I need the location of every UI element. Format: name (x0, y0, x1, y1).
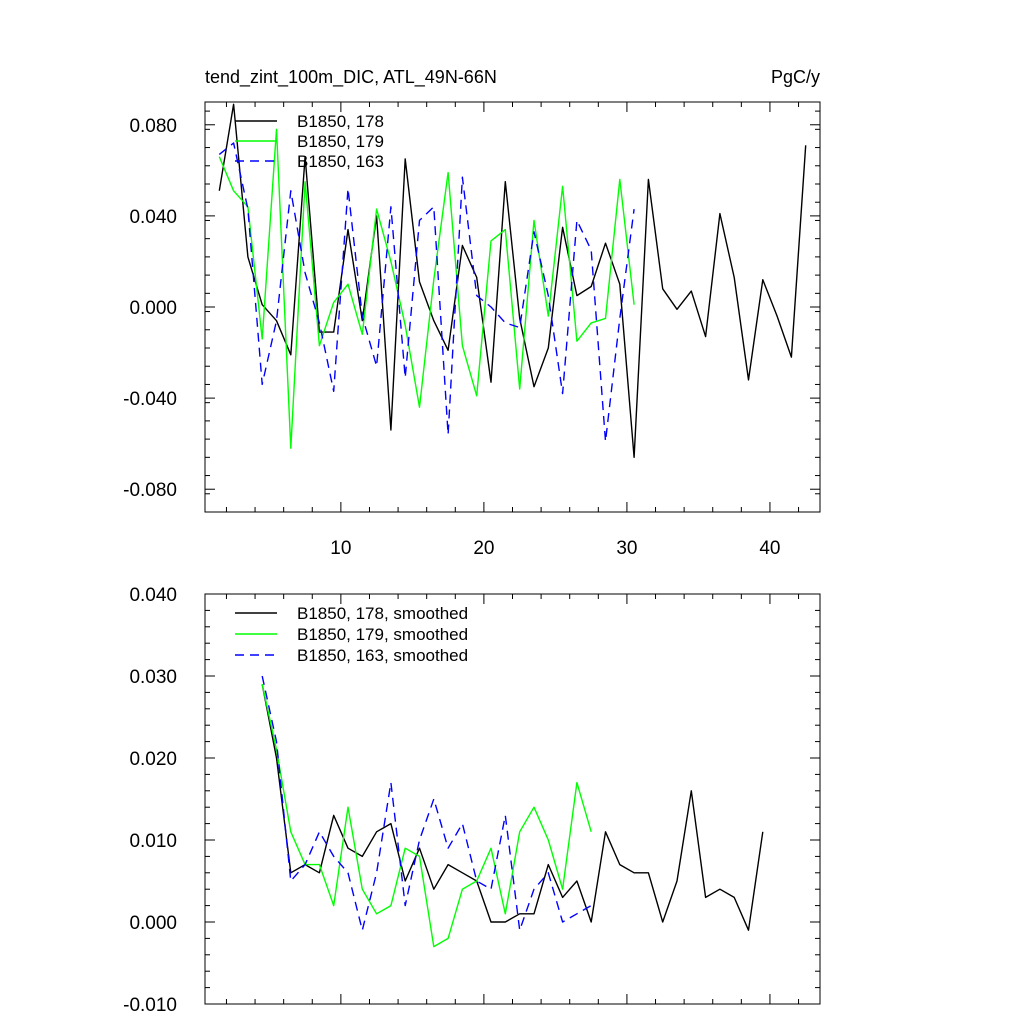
legend-label: B1850, 178 (297, 112, 384, 131)
top-axis-ticks: -0.080 -0.040 0.000 0.040 0.080 10 20 30 40 (123, 102, 820, 559)
y-tick-label: 0.010 (129, 831, 177, 852)
y-tick-label: 0.000 (129, 913, 177, 934)
y-tick-label: 0.080 (129, 116, 177, 137)
bottom-panel: -0.010 0.000 0.010 0.020 0.030 0.040 B1850, 1… (123, 585, 821, 1016)
x-tick-label: 10 (330, 538, 351, 559)
x-tick-label: 30 (616, 538, 637, 559)
y-tick-label: 0.030 (129, 667, 177, 688)
legend-label: B1850, 163 (297, 152, 384, 171)
legend-label: B1850, 178, smoothed (297, 604, 468, 623)
y-tick-label: 0.000 (129, 298, 177, 319)
legend-label: B1850, 179 (297, 132, 384, 151)
chart-title: tend_zint_100m_DIC, ATL_49N-66N (205, 67, 497, 88)
bottom-legend: B1850, 178, smoothed B1850, 179, smoothed… (235, 604, 468, 665)
series-line-1 (261, 684, 764, 931)
top-panel: tend_zint_100m_DIC, ATL_49N-66N PgC/y -0… (123, 67, 821, 559)
y-tick-label: 0.040 (129, 207, 177, 228)
bottom-axis-ticks: -0.010 0.000 0.010 0.020 0.030 0.040 (123, 585, 820, 1016)
x-tick-label: 40 (759, 538, 780, 559)
top-series-group (218, 103, 807, 458)
x-tick-label: 20 (473, 538, 494, 559)
y-tick-label: -0.010 (123, 995, 177, 1016)
y-tick-label: -0.080 (123, 480, 177, 501)
units-label: PgC/y (771, 67, 820, 87)
series-line-1 (218, 103, 807, 458)
series-line-3 (261, 675, 592, 931)
y-tick-label: 0.040 (129, 585, 177, 606)
bottom-series-group (261, 675, 764, 948)
series-line-3 (218, 142, 635, 443)
legend-label: B1850, 163, smoothed (297, 646, 468, 665)
legend-label: B1850, 179, smoothed (297, 625, 468, 644)
series-line-2 (218, 128, 635, 449)
y-tick-label: 0.020 (129, 749, 177, 770)
series-line-2 (261, 684, 592, 948)
y-tick-label: -0.040 (123, 389, 177, 410)
